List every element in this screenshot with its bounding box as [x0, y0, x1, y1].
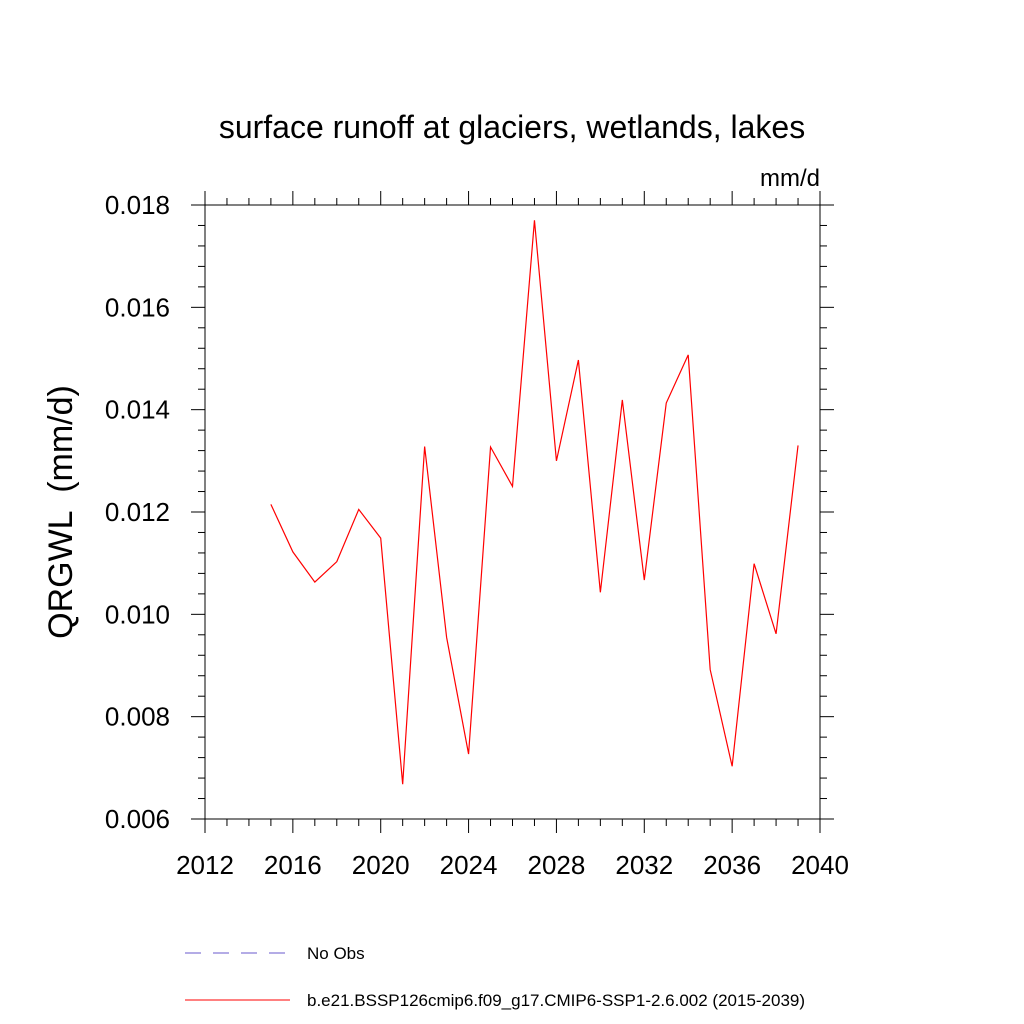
y-tick-label: 0.012	[105, 497, 170, 527]
y-tick-label: 0.018	[105, 190, 170, 220]
x-tick-label: 2032	[615, 850, 673, 880]
chart-title: surface runoff at glaciers, wetlands, la…	[219, 109, 805, 145]
x-tick-label: 2028	[528, 850, 586, 880]
y-tick-label: 0.014	[105, 395, 170, 425]
legend: No Obs b.e21.BSSP126cmip6.f09_g17.CMIP6-S…	[185, 944, 805, 1010]
legend-label: b.e21.BSSP126cmip6.f09_g17.CMIP6-SSP1-2.…	[307, 991, 805, 1010]
units-label: mm/d	[760, 165, 820, 192]
y-tick-label: 0.006	[105, 804, 170, 834]
ticks-layer: 2012 2016 2020 2024 2028 2032 2036 2040 0.006 0.0…	[105, 190, 849, 880]
x-tick-label: 2016	[264, 850, 322, 880]
series-layer	[270, 220, 799, 785]
x-tick-label: 2040	[791, 850, 849, 880]
x-tick-label: 2012	[176, 850, 234, 880]
x-tick-label: 2020	[352, 850, 410, 880]
plot-frame	[204, 204, 821, 820]
x-tick-label: 2024	[440, 850, 498, 880]
y-axis-label: QRGWL (mm/d)	[42, 385, 80, 639]
x-tick-label: 2036	[703, 850, 761, 880]
legend-label: No Obs	[307, 944, 365, 963]
y-tick-label: 0.008	[105, 702, 170, 732]
y-tick-label: 0.016	[105, 292, 170, 322]
y-tick-label: 0.010	[105, 599, 170, 629]
series-line	[270, 220, 799, 785]
